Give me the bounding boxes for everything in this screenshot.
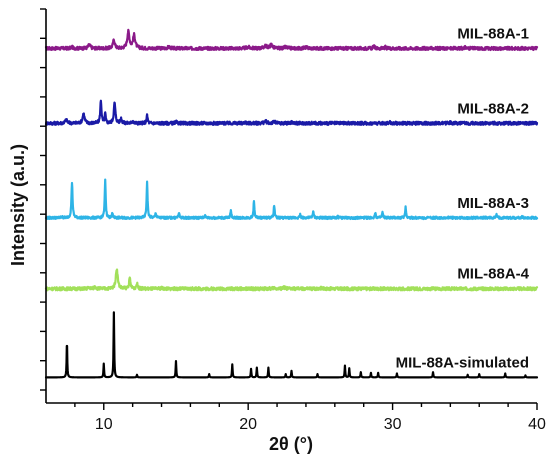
series-label-4: MIL-88A-4 (457, 266, 529, 283)
y-axis-title: Intensity (a.u.) (8, 144, 28, 266)
axis-layer (45, 9, 537, 404)
series-line-1 (44, 28, 539, 52)
x-tick-label: 10 (95, 416, 113, 433)
series-line-3 (44, 178, 539, 221)
tick-layer: 10 20 30 40 (40, 8, 546, 433)
series-label-3: MIL-88A-3 (457, 195, 529, 212)
series-line-5 (44, 311, 539, 379)
label-layer: MIL-88A-1 MIL-88A-2 MIL-88A-3 MIL-88A-4 MIL-… (396, 25, 530, 371)
series-label-5: MIL-88A-simulated (396, 354, 529, 371)
x-tick-label: 40 (528, 416, 546, 433)
series-line-4 (44, 268, 539, 292)
series-layer (44, 28, 539, 379)
series-label-1: MIL-88A-1 (457, 25, 529, 42)
x-tick-label: 30 (384, 416, 402, 433)
x-tick-label: 20 (239, 416, 257, 433)
x-axis-title: 2θ (°) (269, 434, 313, 454)
series-line-2 (44, 99, 539, 126)
series-label-2: MIL-88A-2 (457, 100, 529, 117)
